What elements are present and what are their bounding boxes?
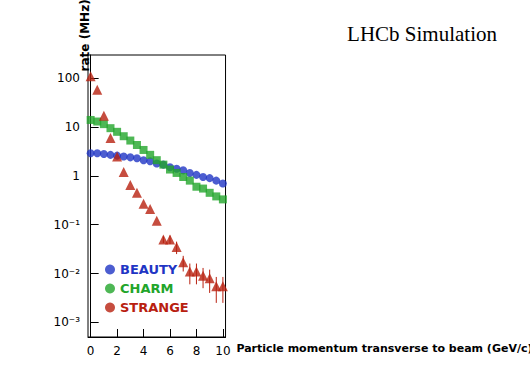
svg-text:STRANGE: STRANGE [120, 300, 189, 315]
svg-text:10: 10 [65, 120, 80, 134]
svg-text:0: 0 [87, 344, 95, 358]
svg-text:BEAUTY: BEAUTY [120, 262, 178, 277]
svg-text:10: 10 [215, 344, 230, 358]
svg-text:10⁻¹: 10⁻¹ [54, 218, 81, 232]
svg-text:LHCb Simulation: LHCb Simulation [347, 22, 497, 46]
svg-text:rate (MHz): rate (MHz) [78, 0, 92, 71]
svg-text:8: 8 [193, 344, 201, 358]
svg-text:Particle momentum transverse t: Particle momentum transverse to beam (Ge… [236, 342, 530, 355]
svg-text:2: 2 [113, 344, 121, 358]
svg-text:10⁻³: 10⁻³ [54, 315, 81, 329]
svg-text:1: 1 [72, 169, 80, 183]
svg-text:6: 6 [166, 344, 174, 358]
svg-text:100: 100 [57, 71, 80, 85]
svg-text:CHARM: CHARM [120, 281, 173, 296]
svg-text:4: 4 [140, 344, 148, 358]
svg-text:10⁻²: 10⁻² [54, 267, 81, 281]
